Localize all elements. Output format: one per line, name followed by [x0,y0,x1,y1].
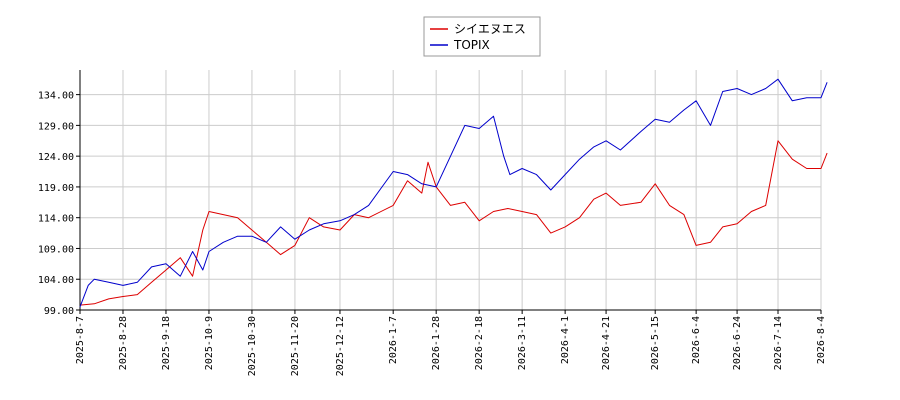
x-tick-label: 2026-4-1 [560,316,571,364]
x-tick-label: 2026-1-7 [388,316,399,364]
series-line-topix [79,78,828,308]
series-line-stock [79,140,828,306]
x-tick-label: 2025-12-12 [335,316,346,376]
x-tick-label: 2026-8-4 [816,316,827,364]
x-tick-label: 2025-10-30 [247,316,258,376]
y-tick-label: 109.00 [38,244,74,255]
x-tick-label: 2026-2-18 [474,316,485,370]
chart-lines [79,78,828,308]
chart-axes [76,70,822,314]
x-tick-label: 2026-5-15 [650,316,661,370]
y-tick-label: 129.00 [38,121,74,132]
y-tick-label: 114.00 [38,214,74,225]
x-tick-label: 2026-6-24 [732,316,743,370]
x-tick-label: 2026-1-28 [431,316,442,370]
x-tick-label: 2026-7-14 [773,316,784,370]
x-tick-label: 2026-6-4 [691,316,702,364]
x-tick-label: 2025-8-28 [118,316,129,370]
x-tick-label: 2025-9-18 [161,316,172,370]
legend-box [423,16,541,57]
x-tick-label: 2026-4-21 [601,316,612,370]
chart-legend: シイエヌエス TOPIX [423,16,541,57]
chart-grid [79,70,822,311]
legend-label: シイエヌエス [454,22,526,36]
y-tick-label: 119.00 [38,183,74,194]
x-tick-label: 2025-8-7 [75,316,86,364]
x-tick-label: 2025-11-20 [290,316,301,376]
x-tick-label: 2025-10-9 [204,316,215,370]
y-tick-label: 124.00 [38,152,74,163]
x-tick-label: 2026-3-11 [517,316,528,370]
chart-ticks: 2025-8-7 2025-8-28 2025-9-18 2025-10-9 2025-… [38,91,827,377]
legend-label: TOPIX [453,38,490,52]
y-tick-label: 99.00 [44,306,74,317]
y-tick-label: 134.00 [38,91,74,102]
y-tick-label: 104.00 [38,275,74,286]
